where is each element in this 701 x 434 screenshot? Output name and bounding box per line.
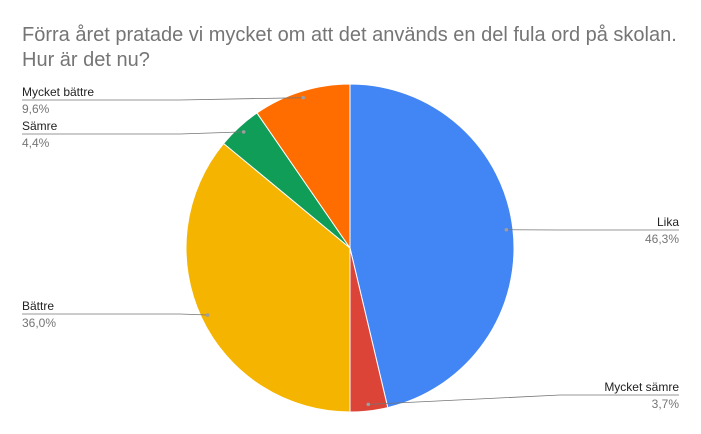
slice-value: 9,6% — [22, 102, 50, 116]
slice-label: Bättre — [22, 299, 54, 313]
leader-dot — [504, 227, 509, 232]
pie-slice — [349, 83, 515, 409]
leader-dot — [301, 95, 306, 100]
pie-slice — [185, 142, 351, 413]
leader-line — [22, 313, 208, 316]
slice-label: Mycket sämre — [604, 380, 679, 394]
slice-label: Lika — [657, 215, 679, 229]
leader-line — [368, 394, 679, 405]
leader-line — [22, 97, 304, 101]
slice-value: 4,4% — [22, 136, 50, 150]
slice-label: Sämre — [22, 119, 58, 133]
pie-slice — [256, 83, 351, 250]
leader-dot — [205, 313, 210, 317]
chart-title: Förra året pratade vi mycket om att det … — [22, 24, 677, 46]
leader-line — [22, 131, 244, 135]
slice-value: 36,0% — [22, 316, 56, 330]
leader-dot — [366, 402, 371, 407]
slice-label: Mycket bättre — [22, 85, 94, 99]
slice-value: 3,7% — [652, 397, 680, 411]
leader-dot — [241, 130, 246, 134]
chart-title: Hur är det nu? — [22, 49, 150, 71]
slice-value: 46,3% — [645, 232, 679, 246]
